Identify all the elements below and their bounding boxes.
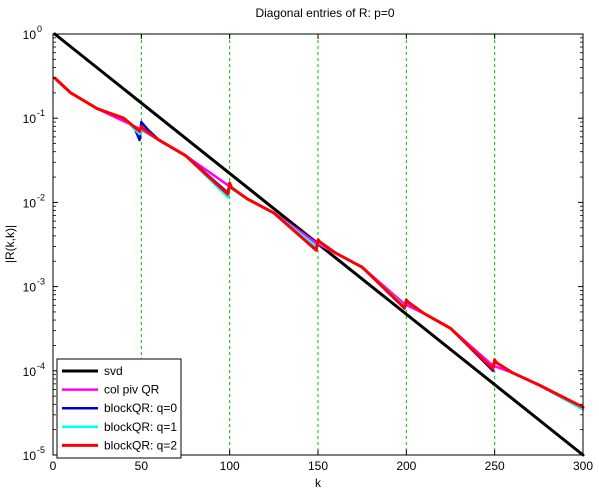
y-tick-label: 10 -4 <box>23 361 45 379</box>
x-tick-label: 150 <box>308 459 328 473</box>
legend-label-3: blockQR: q=1 <box>104 420 177 434</box>
legend: svd col piv QR blockQR: q=0 blockQR: q=1 blo… <box>56 358 182 459</box>
legend-label-2: blockQR: q=0 <box>104 401 177 415</box>
series-layer <box>53 32 585 457</box>
y-tick-mantissa: 10 <box>23 28 37 42</box>
x-tick-label: 0 <box>50 459 57 473</box>
y-tick-exponent: -4 <box>37 361 45 371</box>
chart-title: Diagonal entries of R: p=0 <box>255 6 394 20</box>
x-tick-label: 250 <box>485 459 505 473</box>
y-tick-mantissa: 10 <box>23 365 37 379</box>
y-tick-label: 10 -3 <box>23 277 45 295</box>
y-tick-mantissa: 10 <box>23 196 37 210</box>
y-tick-exponent: -1 <box>37 108 45 118</box>
x-tick-label: 50 <box>135 459 149 473</box>
legend-label-1: col piv QR <box>104 383 160 397</box>
x-axis-label: k <box>315 476 322 490</box>
y-tick-label: 10 0 <box>23 24 42 42</box>
y-tick-exponent: -5 <box>37 445 45 455</box>
y-tick-label: 10 -2 <box>23 192 45 210</box>
y-tick-exponent: 0 <box>37 24 42 34</box>
y-tick-label: 10 -1 <box>23 108 45 126</box>
y-tick-label: 10 -5 <box>23 445 45 463</box>
y-tick-mantissa: 10 <box>23 112 37 126</box>
y-tick-exponent: -3 <box>37 277 45 287</box>
legend-label-4: blockQR: q=2 <box>104 438 177 452</box>
series-line-4 <box>53 76 585 409</box>
x-tick-label: 100 <box>220 459 240 473</box>
y-tick-mantissa: 10 <box>23 281 37 295</box>
x-tick-label: 200 <box>396 459 416 473</box>
x-tick-label: 300 <box>573 459 593 473</box>
y-tick-mantissa: 10 <box>23 449 37 463</box>
y-axis-label: |R(k,k)| <box>3 225 17 263</box>
legend-label-0: svd <box>104 364 123 378</box>
y-tick-exponent: -2 <box>37 192 45 202</box>
